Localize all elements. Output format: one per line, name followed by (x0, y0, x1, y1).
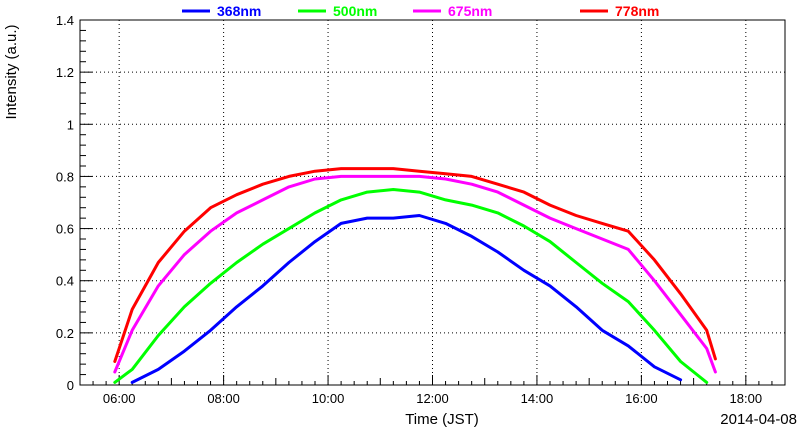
y-tick-label: 1.2 (56, 65, 74, 80)
x-tick-label: 18:00 (730, 391, 763, 406)
y-tick-label: 0.8 (56, 169, 74, 184)
legend-label-675nm: 675nm (448, 3, 492, 19)
y-tick-label: 0 (67, 378, 74, 393)
x-axis-title: Time (JST) (405, 411, 479, 428)
series-line-675nm (113, 174, 717, 374)
y-tick-label: 1 (67, 117, 74, 132)
series-line-778nm (113, 167, 717, 363)
x-tick-label: 16:00 (625, 391, 658, 406)
x-tick-label: 08:00 (207, 391, 240, 406)
grid-lines (80, 20, 785, 385)
x-tick-label: 06:00 (103, 391, 136, 406)
date-label: 2014-04-08 (720, 411, 797, 428)
y-tick-label: 0.2 (56, 326, 74, 341)
plot-frame (79, 19, 786, 386)
y-tick-label: 0.4 (56, 274, 74, 289)
legend-label-500nm: 500nm (333, 3, 377, 19)
x-tick-label: 10:00 (312, 391, 345, 406)
legend-label-368nm: 368nm (217, 3, 261, 19)
y-tick-label: 1.4 (56, 13, 74, 28)
series-lines (113, 167, 717, 384)
x-tick-label: 14:00 (521, 391, 554, 406)
series-line-368nm (130, 214, 683, 384)
legend: 368nm 500nm 675nm 778nm (182, 3, 659, 19)
x-tick-label: 12:00 (416, 391, 449, 406)
y-axis-title: Intensity (a.u.) (3, 24, 20, 119)
axis-ticks: 06:00 08:00 10:00 12:00 14:00 16:00 18:00 0 0.2 0… (56, 13, 786, 406)
y-tick-label: 0.6 (56, 222, 74, 237)
series-line-500nm (113, 188, 709, 384)
legend-label-778nm: 778nm (615, 3, 659, 19)
